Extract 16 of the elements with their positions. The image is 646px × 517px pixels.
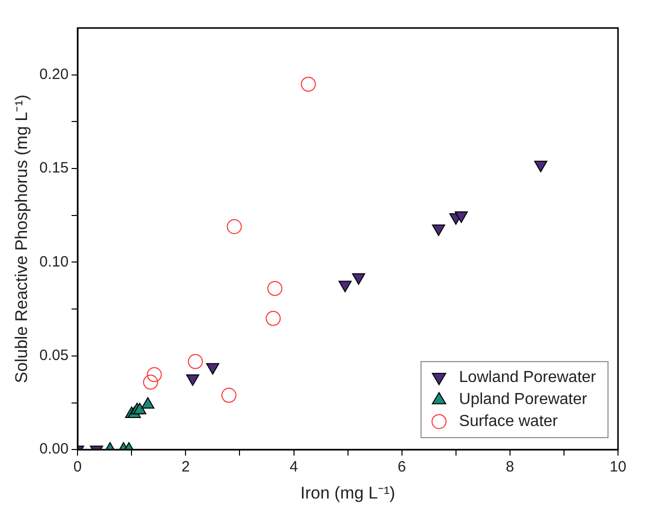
y-axis-title: Soluble Reactive Phosphorus (mg L⁻¹) <box>12 94 31 384</box>
legend-label: Upland Porewater <box>459 391 588 408</box>
x-tick-label: 0 <box>73 458 82 476</box>
x-tick-label: 4 <box>290 458 298 476</box>
x-axis-title: Iron (mg L⁻¹) <box>300 483 396 502</box>
y-tick-label: 0.05 <box>39 347 69 364</box>
legend-label: Surface water <box>459 413 558 430</box>
x-tick-label: 6 <box>398 458 406 476</box>
x-tick-label: 10 <box>610 458 626 476</box>
legend-label: Lowland Porewater <box>459 369 597 386</box>
y-tick-label: 0.15 <box>39 160 69 177</box>
x-tick-label: 2 <box>182 458 190 476</box>
y-tick-label: 0.10 <box>39 253 69 270</box>
x-tick-label: 8 <box>506 458 514 476</box>
text: 0.00 <box>39 440 69 458</box>
y-tick-label: 0.20 <box>39 66 69 83</box>
